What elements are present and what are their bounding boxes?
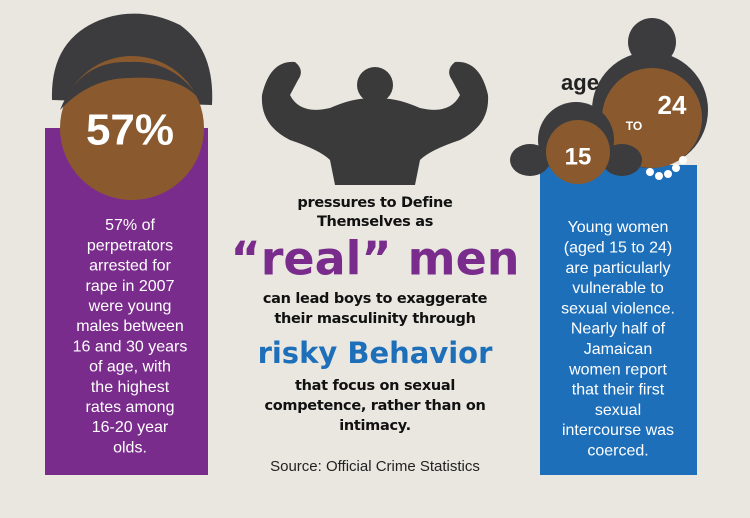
text-line: perpetrators <box>87 237 173 254</box>
text-line: can lead boys to exaggerate <box>263 291 488 307</box>
highlight: “real” men <box>230 232 519 286</box>
text-line: pressures to Define <box>297 195 453 211</box>
text-line: 16 and 30 years <box>73 338 188 355</box>
woman-face <box>602 68 702 168</box>
boy-fringe <box>60 61 200 110</box>
text-line: males between <box>76 318 184 335</box>
center-text: pressures to Define Themselves as “real” m… <box>230 195 519 434</box>
text-line: rates among <box>86 399 175 416</box>
text-line: arrested for <box>89 258 171 275</box>
text-line: (aged 15 to 24) <box>564 240 673 257</box>
necklace <box>646 156 687 180</box>
text-line: intimacy. <box>339 418 411 434</box>
age-low: 15 <box>565 143 592 170</box>
stat: 57% <box>86 106 174 155</box>
text-line: Nearly half of <box>571 321 666 338</box>
text-line: sexual <box>595 402 641 419</box>
text-line: olds. <box>113 439 147 456</box>
text-line: rape in 2007 <box>86 278 175 295</box>
text-line: 57% of <box>105 217 155 234</box>
text-line: intercourse was <box>562 422 674 439</box>
text-line: are particularly <box>566 260 671 277</box>
emphasis: risky Behavior <box>258 336 494 370</box>
text-line: were young <box>88 298 172 315</box>
text-line: coerced. <box>587 443 648 460</box>
girl-face <box>546 120 610 184</box>
boy-face <box>60 56 204 200</box>
text-line: competence, rather than on <box>264 398 485 414</box>
right-panel <box>540 165 697 475</box>
text-line: that their first <box>572 382 665 399</box>
text-line: sexual violence. <box>561 300 675 317</box>
text-line: women report <box>568 361 667 378</box>
text-line: their masculinity through <box>274 311 475 327</box>
age-label: age <box>561 70 599 95</box>
left-text: 57% of perpetrators arrested for rape in 20… <box>73 217 188 456</box>
silhouette-head <box>357 67 393 103</box>
flexing-silhouette <box>261 61 489 185</box>
age-high: 24 <box>658 90 687 120</box>
text-line: that focus on sexual <box>295 378 455 394</box>
source: Source: Official Crime Statistics <box>270 458 480 475</box>
text-line: Young women <box>568 219 669 236</box>
text-line: Jamaican <box>584 341 652 358</box>
age-connector: TO <box>626 119 642 133</box>
text-line: Themselves as <box>317 214 433 230</box>
text-line: the highest <box>91 379 170 396</box>
text-line: vulnerable to <box>572 280 664 297</box>
right-text: Young women (aged 15 to 24) are particular… <box>561 219 675 459</box>
text-line: of age, with <box>89 359 171 376</box>
text-line: 16-20 year <box>92 419 169 436</box>
